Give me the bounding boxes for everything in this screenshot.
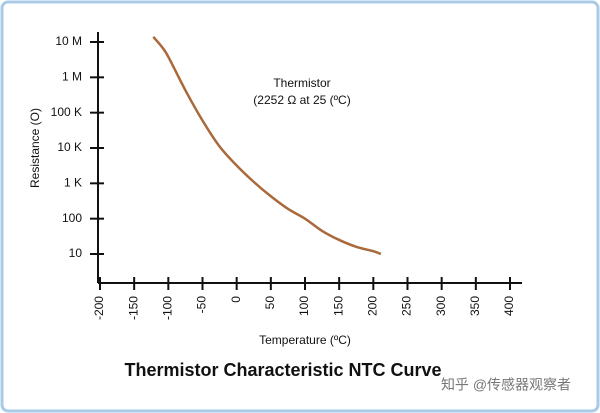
x-tick-label: 400 bbox=[502, 296, 516, 316]
curve bbox=[152, 36, 382, 256]
chart-title: Thermistor Characteristic NTC Curve bbox=[124, 360, 441, 380]
x-tick-label: 350 bbox=[468, 296, 482, 316]
x-tick-label: 150 bbox=[331, 296, 345, 316]
x-tick-label: 0 bbox=[229, 296, 243, 303]
y-tick-label: 10 bbox=[69, 246, 83, 260]
x-tick-label: -100 bbox=[161, 296, 175, 320]
x-tick-label: 200 bbox=[366, 296, 380, 316]
x-tick-label: 300 bbox=[434, 296, 448, 316]
watermark: 知乎 @传感器观察者 bbox=[441, 377, 571, 393]
y-tick-label: 1 M bbox=[62, 70, 82, 84]
y-tick-label: 10 M bbox=[55, 34, 82, 48]
annotation: Thermistor bbox=[273, 76, 330, 90]
y-axis-label: Resistance (O) bbox=[28, 108, 42, 188]
x-tick-label: 100 bbox=[297, 296, 311, 316]
y-tick-label: 100 K bbox=[51, 105, 82, 119]
y-tick-label: 100 bbox=[62, 211, 82, 225]
x-axis-label: Temperature (ºC) bbox=[259, 333, 351, 347]
x-tick-label: -200 bbox=[92, 296, 106, 320]
x-tick-label: -150 bbox=[126, 296, 140, 320]
y-tick-label: 10 K bbox=[57, 140, 82, 154]
x-tick-label: 250 bbox=[400, 296, 414, 316]
y-tick-label: 1 K bbox=[64, 176, 82, 190]
annotation: (2252 Ω at 25 (ºC) bbox=[253, 93, 350, 107]
x-tick-label: -50 bbox=[195, 296, 209, 314]
x-tick-label: 50 bbox=[263, 296, 277, 310]
